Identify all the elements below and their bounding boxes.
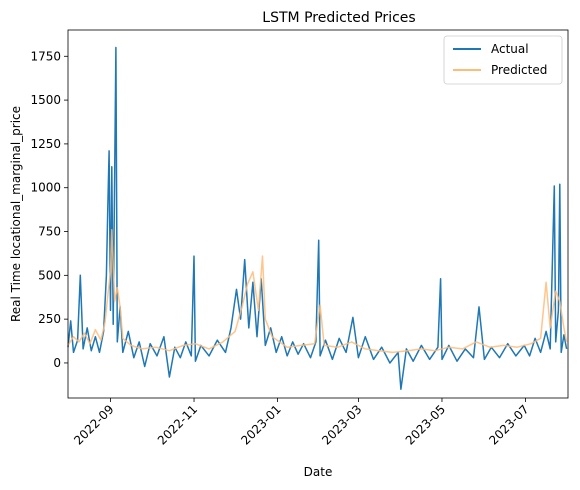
y-tick-label: 1000 xyxy=(30,181,61,195)
x-tick-label: 2023-05 xyxy=(403,402,448,447)
chart-title: LSTM Predicted Prices xyxy=(262,10,415,26)
x-tick-label: 2023-07 xyxy=(486,402,531,447)
series-line-predicted xyxy=(67,229,568,354)
x-tick-label: 2022-11 xyxy=(155,402,200,447)
y-tick-label: 1500 xyxy=(30,93,61,107)
plot-marks xyxy=(67,46,568,390)
y-tick-label: 250 xyxy=(38,312,61,326)
y-axis: 0 250 500 750 1000 1250 1500 1750 xyxy=(30,49,68,370)
x-axis: 2022-09 2022-11 2023-01 2023-03 2023-05 2023-… xyxy=(71,398,532,448)
y-tick-label: 1250 xyxy=(30,137,61,151)
x-tick-label: 2022-09 xyxy=(71,402,116,447)
y-tick-label: 500 xyxy=(38,268,61,282)
plot-frame xyxy=(67,29,569,399)
y-tick-label: 750 xyxy=(38,225,61,239)
x-tick-label: 2023-01 xyxy=(238,402,283,447)
y-tick-label: 0 xyxy=(53,356,61,370)
x-tick-label: 2023-03 xyxy=(319,402,364,447)
y-tick-label: 1750 xyxy=(30,49,61,63)
x-axis-label: Date xyxy=(304,465,333,479)
legend-label-actual: Actual xyxy=(491,42,529,56)
series-line-actual xyxy=(67,46,568,390)
legend: Actual Predicted xyxy=(443,35,563,85)
legend-label-predicted: Predicted xyxy=(491,63,547,77)
y-axis-label: Real Time locational_marginal_price xyxy=(9,106,23,322)
